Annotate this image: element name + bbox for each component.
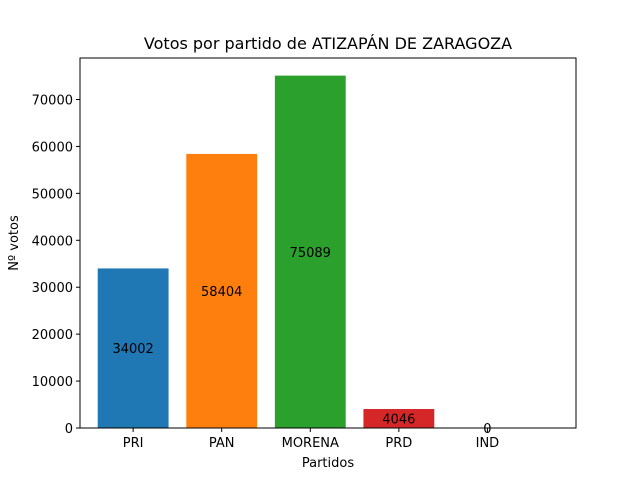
x-axis-label: Partidos <box>302 456 354 471</box>
x-tick-label: PAN <box>209 436 235 451</box>
x-tick-label: PRI <box>123 436 144 451</box>
x-tick-label: PRD <box>385 436 412 451</box>
bar-prd <box>363 409 435 428</box>
y-tick-label: 10000 <box>32 375 73 390</box>
y-tick-label: 70000 <box>32 94 73 109</box>
y-tick-label: 0 <box>65 422 73 437</box>
data-label-pri: 34002 <box>112 342 153 357</box>
x-tick-label: IND <box>476 436 500 451</box>
data-label-prd: 4046 <box>382 413 415 428</box>
plot-area: 34002PRI58404PAN75089MORENA4046PRD0IND01… <box>32 75 500 451</box>
axes-frame <box>79 57 577 429</box>
y-tick-label: 50000 <box>32 187 73 202</box>
y-tick-label: 60000 <box>32 140 73 155</box>
y-tick-label: 40000 <box>32 234 73 249</box>
data-label-pan: 58404 <box>201 285 242 300</box>
bar-pri <box>97 268 169 428</box>
y-tick-label: 30000 <box>32 281 73 296</box>
y-tick-label: 20000 <box>32 328 73 343</box>
y-axis-label: Nº votos <box>7 215 22 271</box>
chart-title: Votos por partido de ATIZAPÁN DE ZARAGOZ… <box>144 34 512 53</box>
data-label-morena: 75089 <box>290 246 331 261</box>
bar-pan <box>186 153 258 428</box>
x-tick-label: MORENA <box>282 436 339 451</box>
bar-morena <box>274 75 346 428</box>
